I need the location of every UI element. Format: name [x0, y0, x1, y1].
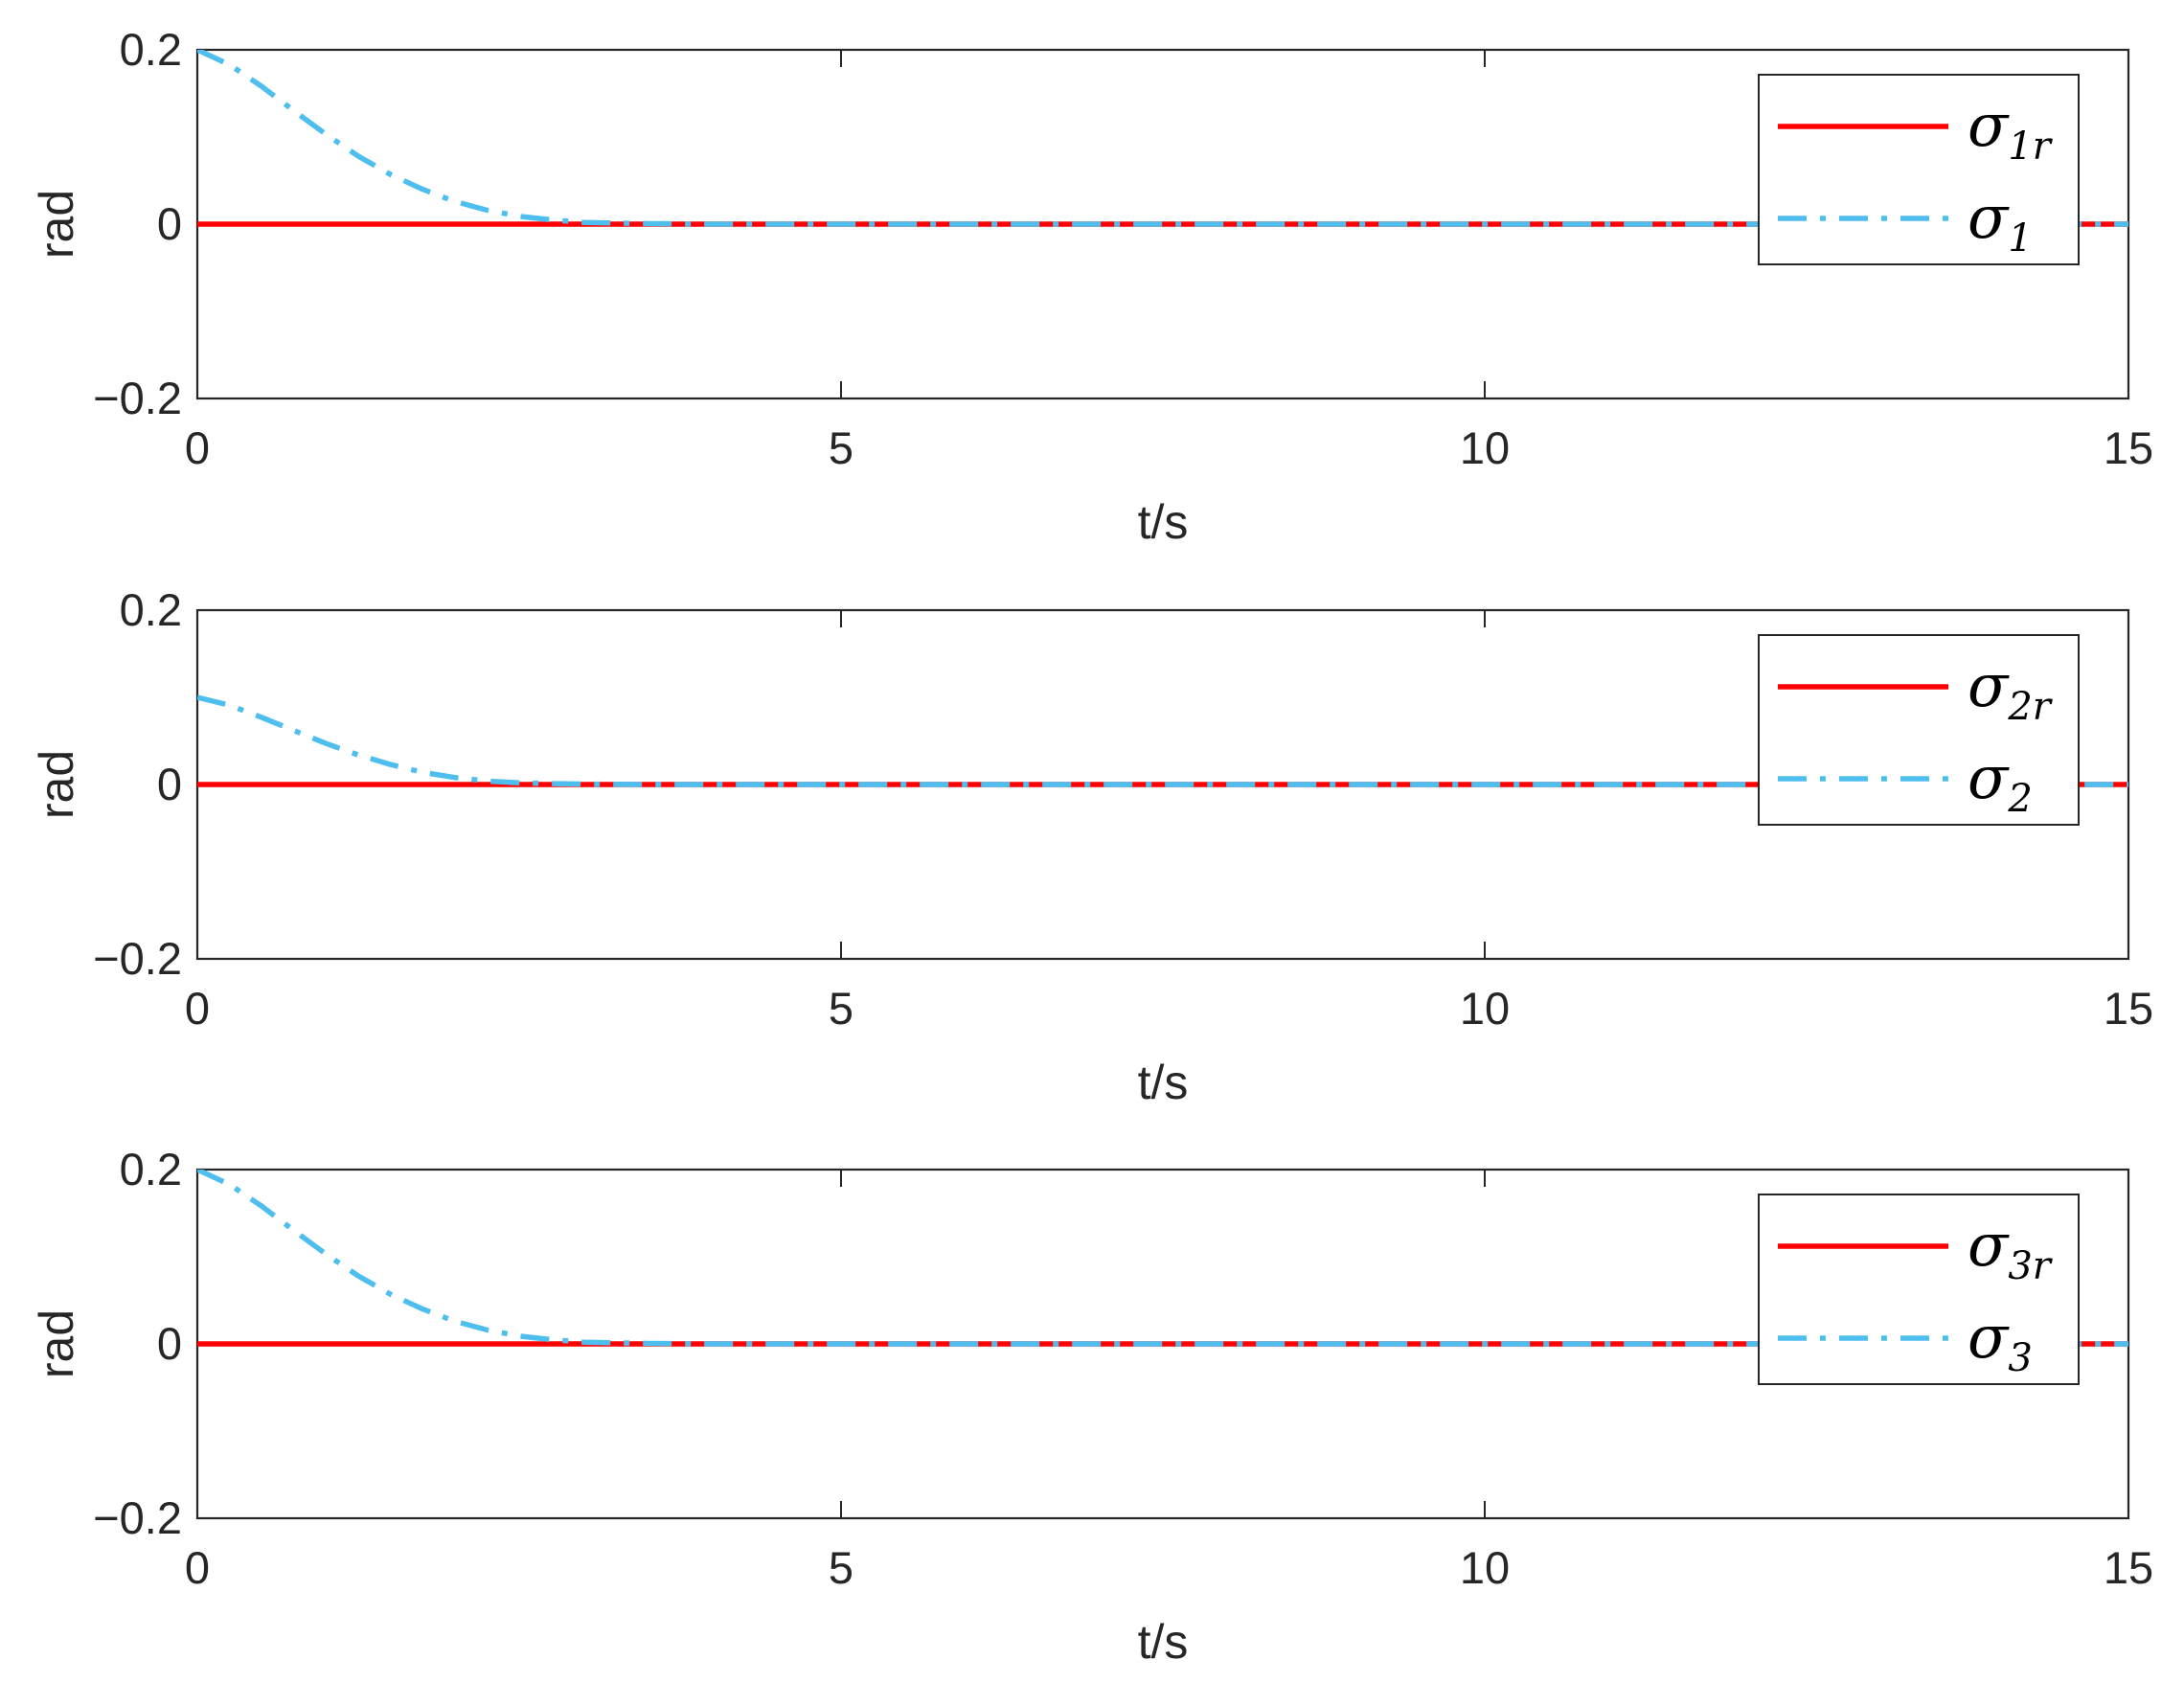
legend-box: [1758, 634, 2080, 826]
legend-label: σ2r: [1968, 650, 2054, 729]
y-tick-label: −0.2: [93, 373, 182, 423]
y-tick-label: −0.2: [93, 1492, 182, 1543]
x-tick-label: 15: [2104, 983, 2153, 1034]
y-tick-label: 0.2: [120, 1144, 182, 1194]
series-line-2: [197, 1170, 2128, 1347]
y-tick-label: 0: [157, 759, 182, 809]
series-line-2: [197, 694, 2128, 787]
legend-box: [1758, 1194, 2080, 1385]
x-tick-label: 10: [1460, 983, 1510, 1034]
y-tick-label: 0.2: [120, 584, 182, 635]
x-axis-label: t/s: [1138, 1615, 1189, 1669]
x-tick-label: 15: [2104, 1542, 2153, 1593]
x-axis-label: t/s: [1138, 495, 1189, 549]
y-tick-label: 0: [157, 198, 182, 249]
x-tick-label: 0: [185, 983, 210, 1034]
legend-label: σ3r: [1968, 1210, 2054, 1288]
y-tick-label: −0.2: [93, 933, 182, 984]
y-tick-label: 0.2: [120, 24, 182, 75]
series-line-2: [197, 50, 2128, 227]
legend-label: σ1: [1968, 182, 2033, 261]
x-axis-label: t/s: [1138, 1056, 1189, 1109]
y-axis-label: rad: [30, 750, 83, 819]
x-tick-label: 15: [2104, 422, 2153, 473]
x-tick-label: 0: [185, 422, 210, 473]
legend-label: σ3: [1968, 1302, 2033, 1380]
x-tick-label: 5: [829, 422, 853, 473]
y-axis-label: rad: [30, 1309, 83, 1378]
x-tick-label: 0: [185, 1542, 210, 1593]
x-tick-label: 5: [829, 1542, 853, 1593]
legend-box: [1758, 74, 2080, 265]
legend-label: σ2: [1968, 742, 2033, 821]
legend-label: σ1r: [1968, 90, 2054, 169]
x-tick-label: 10: [1460, 422, 1510, 473]
x-tick-label: 5: [829, 983, 853, 1034]
y-axis-label: rad: [30, 190, 83, 259]
y-tick-label: 0: [157, 1318, 182, 1369]
x-tick-label: 10: [1460, 1542, 1510, 1593]
